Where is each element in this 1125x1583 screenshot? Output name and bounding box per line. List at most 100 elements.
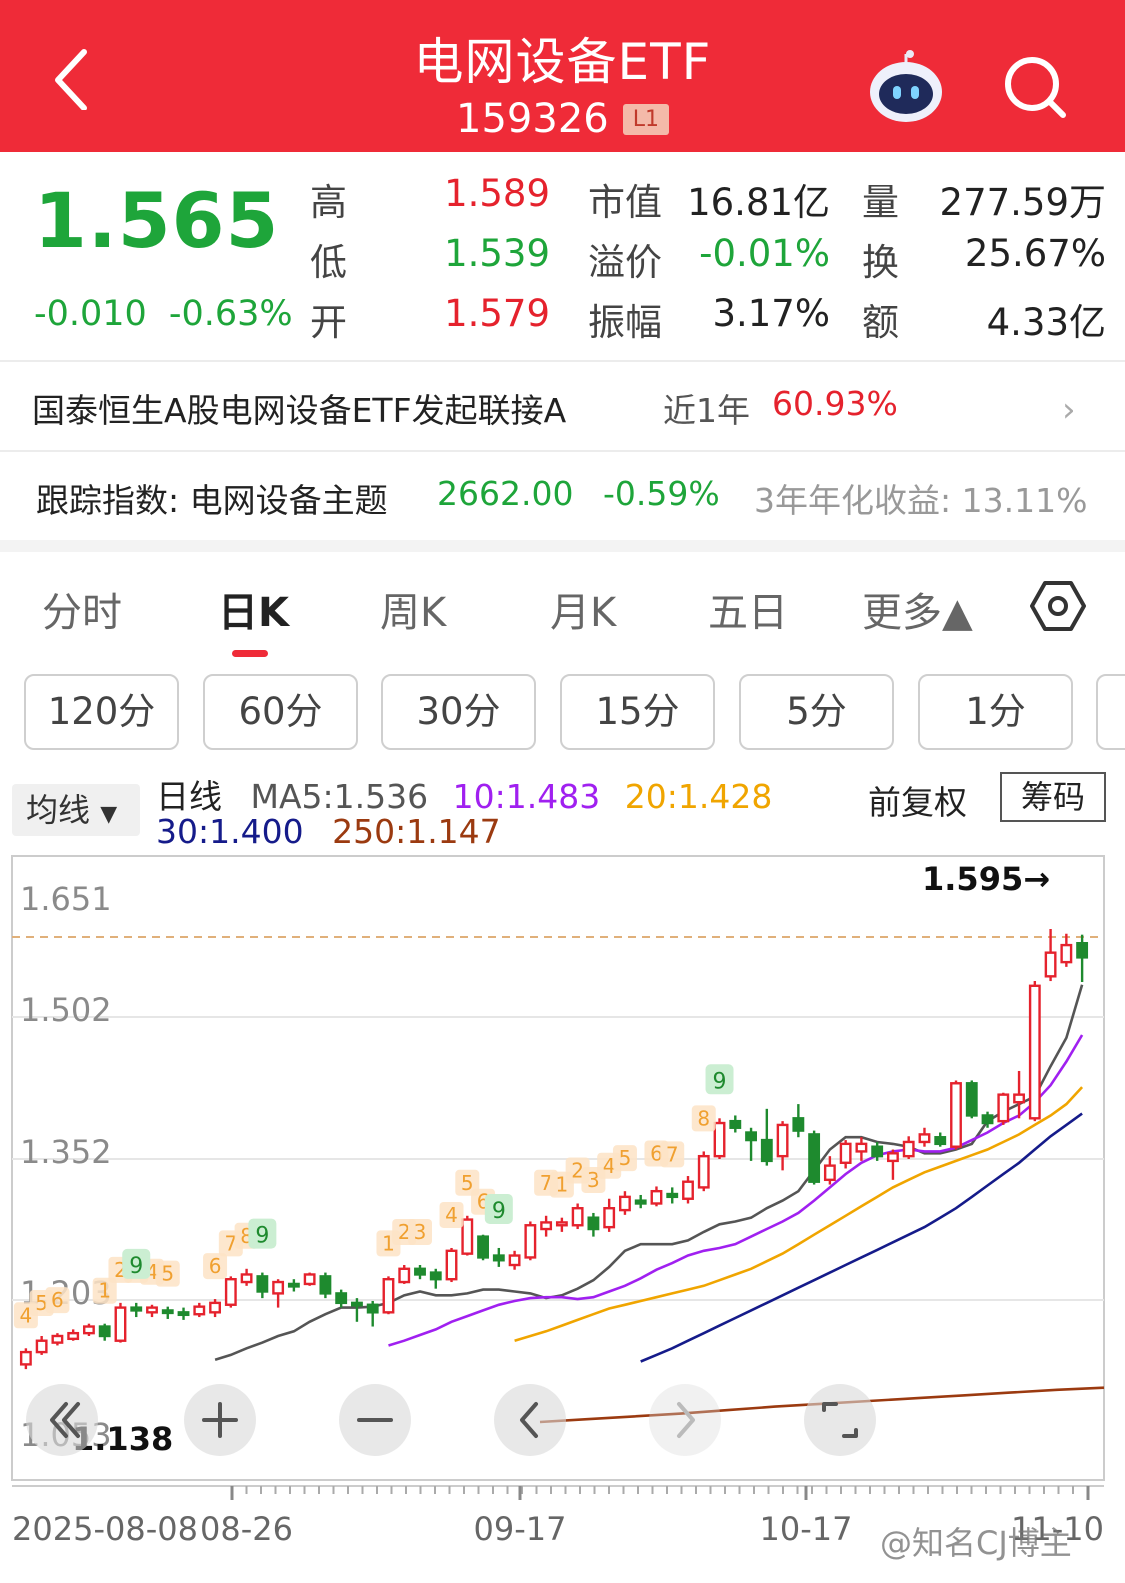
interval-more-partial[interactable] (1096, 674, 1125, 750)
td-count-label: 7 (666, 1142, 679, 1166)
ma-selector-label: 均线 (26, 791, 91, 829)
change-percent: -0.63% (168, 294, 293, 334)
back-arrow-icon[interactable] (40, 40, 110, 110)
candle-up (555, 1221, 568, 1227)
candle-down (981, 1114, 994, 1125)
volume-row: 量 277.59万 (862, 172, 1106, 228)
turnover-value: 25.67% (964, 232, 1106, 275)
x-tick-label: 10-17 (760, 1510, 853, 1548)
tab-five-day[interactable]: 五日 (708, 590, 788, 636)
candle-down (256, 1275, 269, 1293)
double-left-arrow-icon[interactable] (26, 1384, 98, 1456)
open-label: 开 (310, 301, 347, 344)
zoom-in-icon[interactable] (184, 1384, 256, 1456)
low-row: 低 1.539 (310, 232, 560, 288)
candle-down (161, 1309, 174, 1315)
td-count-label: 4 (20, 1303, 33, 1327)
candle-down (429, 1271, 442, 1281)
robot-assistant-icon[interactable] (866, 46, 946, 126)
ma10-value: 10:1.483 (452, 777, 601, 816)
interval-30min[interactable]: 30分 (381, 674, 536, 750)
candle-up (51, 1334, 64, 1344)
td-count-label: 6 (209, 1254, 222, 1278)
tab-weekly-k[interactable]: 周K (380, 590, 447, 636)
linked-fund-row[interactable]: 国泰恒生A股电网设备ETF发起联接A 近1年 60.93% › (0, 362, 1125, 450)
x-tick-label: 09-17 (474, 1510, 567, 1548)
app-header: 电网设备ETF 159326 L1 (0, 0, 1125, 152)
interval-120min[interactable]: 120分 (24, 674, 179, 750)
candle-up (146, 1306, 158, 1314)
candle-up (272, 1280, 285, 1295)
search-icon[interactable] (1000, 52, 1070, 122)
td-count-label: 8 (697, 1106, 710, 1130)
ma250-value: 250:1.147 (332, 812, 501, 851)
adjust-mode[interactable]: 前复权 (868, 783, 967, 822)
candle-down (934, 1136, 947, 1146)
candle-up (224, 1278, 237, 1306)
candle-up (303, 1273, 316, 1286)
td-count-bg (203, 1253, 228, 1280)
tracking-index-value: 2662.00 (437, 474, 574, 513)
candle-up (603, 1207, 616, 1229)
pan-left-icon[interactable] (494, 1384, 566, 1456)
max-price-label: 1.595→ (922, 860, 1050, 898)
amount-value: 4.33亿 (986, 301, 1106, 344)
ma-selector[interactable]: 均线 ▼ (12, 784, 140, 836)
pan-right-icon[interactable] (649, 1384, 721, 1456)
settings-hexagon-icon[interactable] (1030, 578, 1086, 634)
tab-more[interactable]: 更多▲ (862, 590, 973, 636)
candle-up (571, 1207, 584, 1227)
active-tab-indicator (232, 650, 268, 657)
candle-down (477, 1235, 489, 1259)
candle-up (193, 1305, 206, 1316)
candle-down (414, 1267, 426, 1276)
candle-up (887, 1152, 899, 1163)
candle-down (287, 1282, 300, 1288)
candle-down (335, 1292, 348, 1305)
interval-15min[interactable]: 15分 (560, 674, 715, 750)
candle-up (713, 1121, 726, 1158)
amount-label: 额 (862, 301, 899, 344)
td-count-bg (439, 1201, 464, 1228)
candle-down (666, 1192, 679, 1199)
candle-down (130, 1306, 143, 1312)
candle-down (729, 1119, 742, 1129)
interval-5min[interactable]: 5分 (739, 674, 894, 750)
candle-down (177, 1311, 190, 1317)
tracking-index-row[interactable]: 跟踪指数: 电网设备主题 2662.00 -0.59% 3年年化收益: 13.1… (0, 450, 1125, 540)
candle-up (682, 1180, 694, 1200)
candle-down (351, 1301, 363, 1307)
amplitude-value: 3.17% (712, 292, 830, 335)
amount-row: 额 4.33亿 (862, 292, 1106, 348)
kline-svg[interactable]: 1.6511.5021.3521.2031.053456123456781234… (0, 852, 1125, 1579)
ma30-value: 30:1.400 (156, 812, 304, 851)
candle-up (855, 1142, 868, 1153)
fullscreen-icon[interactable] (804, 1384, 876, 1456)
candle-up (697, 1154, 710, 1189)
chip-distribution-button[interactable]: 筹码 (1000, 772, 1106, 822)
ma-legend-row2: 30:1.400 250:1.147 (156, 812, 501, 851)
tab-intraday[interactable]: 分时 (42, 590, 122, 636)
td-count-bg (45, 1287, 70, 1314)
candle-up (540, 1221, 553, 1231)
candle-up (1013, 1093, 1025, 1104)
period-tabs: 分时 日K 周K 月K 五日 更多▲ (0, 556, 1125, 657)
quote-panel: 1.565 -0.010 -0.63% 高 1.589 低 1.539 开 1.5… (0, 152, 1125, 360)
candle-down (808, 1133, 821, 1183)
tab-daily-k[interactable]: 日K (218, 590, 289, 636)
tab-monthly-k[interactable]: 月K (550, 590, 617, 636)
td-count-bg (660, 1141, 685, 1168)
ma-line-ma30 (640, 1112, 1083, 1363)
td-count-label: 7 (224, 1231, 237, 1255)
interval-1min[interactable]: 1分 (918, 674, 1073, 750)
interval-60min[interactable]: 60分 (203, 674, 358, 750)
td-count-bg (612, 1145, 637, 1172)
kline-chart[interactable]: 1.6511.5021.3521.2031.053456123456781234… (0, 852, 1125, 1579)
premium-label: 溢价 (588, 241, 662, 284)
td-count-label: 6 (51, 1288, 64, 1312)
candle-down (745, 1131, 757, 1142)
amplitude-row: 振幅 3.17% (588, 292, 830, 348)
zoom-out-icon[interactable] (339, 1384, 411, 1456)
td-nine-label: 9 (129, 1254, 143, 1279)
linked-fund-period: 近1年 (663, 391, 750, 430)
